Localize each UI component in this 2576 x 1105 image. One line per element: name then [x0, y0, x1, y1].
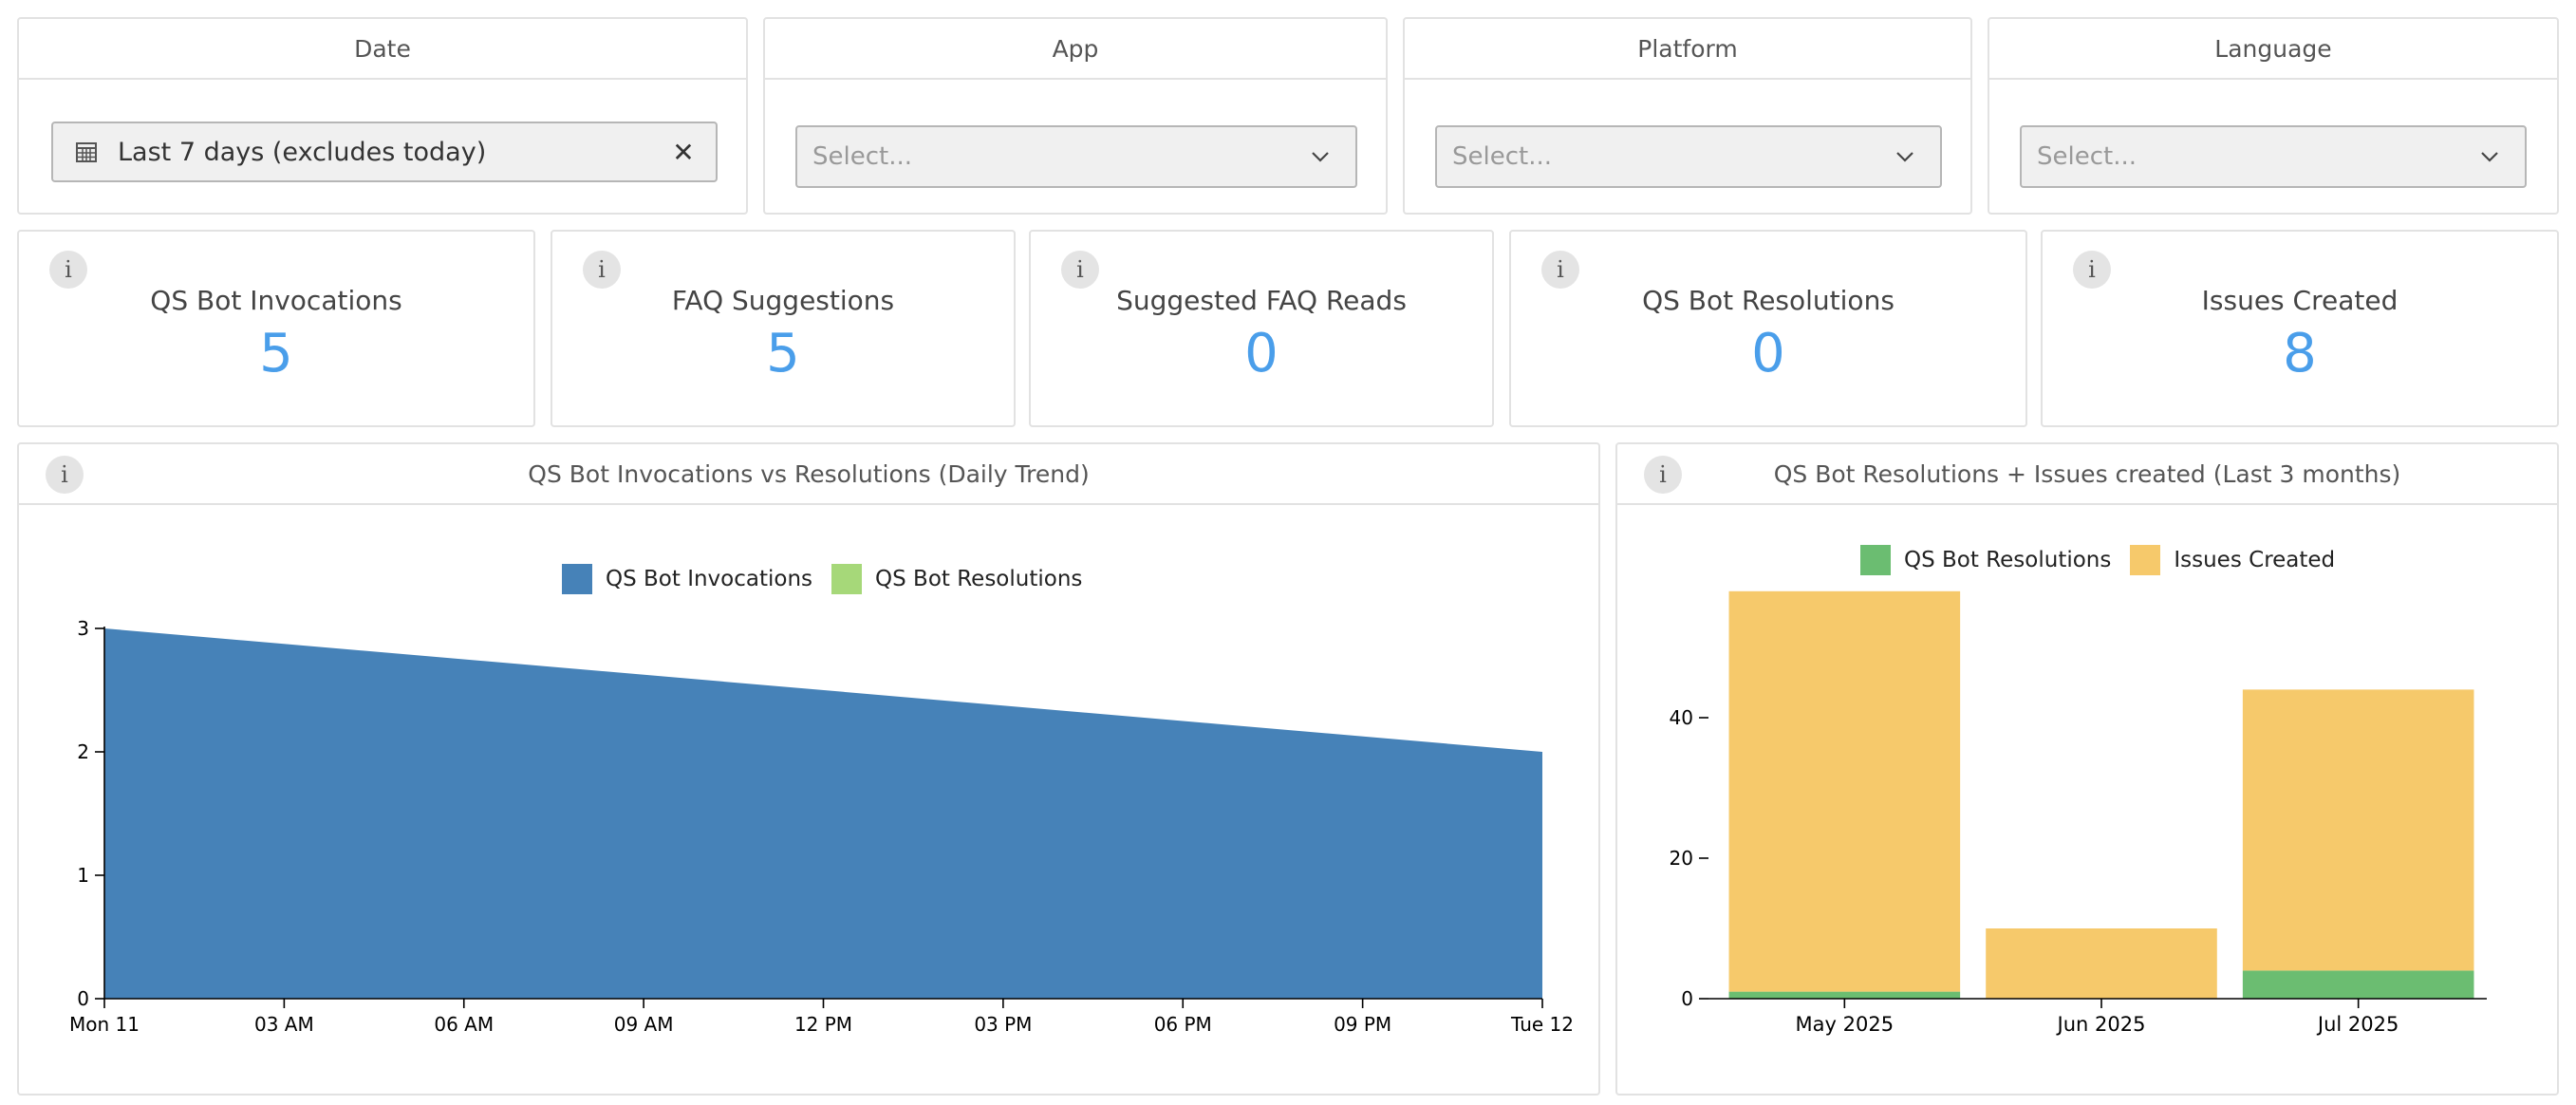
kpi-card-qs-bot-resolutions: i QS Bot Resolutions 0: [1509, 230, 2027, 427]
date-filter-panel: Date Last 7 days (excludes today) ✕: [17, 17, 748, 215]
info-icon[interactable]: i: [1644, 456, 1682, 494]
monthly-stacked-bar-chart: May 2025 Jun 2025 Jul 2025 0 20 40: [1670, 590, 2487, 1036]
legend-label: Issues Created: [2174, 548, 2336, 572]
info-icon[interactable]: i: [583, 251, 621, 289]
y-tick-label: 1: [77, 864, 89, 887]
platform-filter-panel: Platform Select...: [1403, 17, 1972, 215]
monthly-chart-panel: QS Bot Resolutions + Issues created (Las…: [1615, 442, 2559, 1096]
monthly-chart-title: QS Bot Resolutions + Issues created (Las…: [1617, 444, 2557, 505]
x-tick-label: May 2025: [1796, 1013, 1895, 1036]
bar-issues-created-2: [2242, 689, 2474, 971]
area-series-0: [104, 628, 1542, 999]
app-select[interactable]: Select...: [795, 125, 1357, 188]
date-range-picker[interactable]: Last 7 days (excludes today) ✕: [51, 122, 718, 182]
info-icon[interactable]: i: [1541, 251, 1579, 289]
x-tick-label: Jul 2025: [2316, 1013, 2399, 1036]
bar-issues-created-1: [1986, 928, 2217, 999]
y-tick-label: 0: [1681, 987, 1693, 1010]
kpi-value: 0: [1751, 323, 1785, 384]
platform-select-placeholder: Select...: [1452, 142, 1553, 171]
daily-trend-chart-panel: QS Bot Invocations vs Resolutions (Daily…: [17, 442, 1600, 1096]
calendar-icon: [72, 138, 101, 166]
legend-swatch-resolutions: [1860, 545, 1891, 575]
kpi-label: QS Bot Resolutions: [1642, 285, 1895, 316]
kpi-value: 8: [2283, 323, 2317, 384]
language-filter-panel: Language Select...: [1988, 17, 2559, 215]
monthly-legend: QS Bot Resolutions Issues Created: [1860, 545, 2354, 575]
language-select-placeholder: Select...: [2037, 142, 2137, 171]
x-tick-label: 09 PM: [1334, 1013, 1391, 1036]
kpi-card-qs-bot-invocations: i QS Bot Invocations 5: [17, 230, 535, 427]
y-tick-label: 0: [77, 987, 89, 1010]
x-tick-label: 12 PM: [794, 1013, 852, 1036]
chevron-down-icon: [2475, 142, 2504, 171]
kpi-label: Issues Created: [2201, 285, 2399, 316]
y-tick-label: 2: [77, 740, 89, 763]
legend-label: QS Bot Invocations: [606, 567, 813, 591]
legend-swatch-invocations: [562, 564, 592, 594]
date-range-value: Last 7 days (excludes today): [118, 137, 487, 167]
daily-trend-chart-title: QS Bot Invocations vs Resolutions (Daily…: [19, 444, 1598, 505]
y-tick-label: 20: [1670, 847, 1693, 870]
y-tick-label: 3: [77, 617, 89, 640]
bar-issues-created-0: [1728, 590, 1961, 992]
daily-trend-chart: 0 1 2 3 Mon 11 03 AM 06 AM 09 AM 12 PM 03 PM 06 PM…: [69, 617, 1574, 1036]
kpi-value: 5: [766, 323, 800, 384]
legend-item-invocations[interactable]: QS Bot Invocations: [562, 564, 812, 594]
language-select[interactable]: Select...: [2020, 125, 2527, 188]
chevron-down-icon: [1306, 142, 1335, 171]
x-tick-label: 06 AM: [434, 1013, 494, 1036]
language-filter-label: Language: [1989, 19, 2557, 80]
x-tick-label: 06 PM: [1154, 1013, 1212, 1036]
legend-item-resolutions[interactable]: QS Bot Resolutions: [1860, 545, 2111, 575]
info-icon[interactable]: i: [1061, 251, 1099, 289]
app-select-placeholder: Select...: [812, 142, 913, 171]
y-tick-label: 40: [1670, 706, 1693, 729]
legend-label: QS Bot Resolutions: [875, 567, 1083, 591]
kpi-label: FAQ Suggestions: [671, 285, 895, 316]
legend-item-resolutions[interactable]: QS Bot Resolutions: [831, 564, 1082, 594]
kpi-card-issues-created: i Issues Created 8: [2041, 230, 2559, 427]
kpi-label: QS Bot Invocations: [150, 285, 402, 316]
x-tick-label: 09 AM: [614, 1013, 674, 1036]
bar-qs-bot-resolutions-0: [1728, 991, 1961, 999]
kpi-card-faq-suggestions: i FAQ Suggestions 5: [551, 230, 1016, 427]
clear-date-icon[interactable]: ✕: [672, 136, 695, 168]
x-tick-label: 03 AM: [254, 1013, 314, 1036]
daily-trend-legend: QS Bot Invocations QS Bot Resolutions: [562, 564, 1101, 594]
info-icon[interactable]: i: [2073, 251, 2111, 289]
legend-label: QS Bot Resolutions: [1904, 548, 2112, 572]
kpi-value: 5: [259, 323, 293, 384]
legend-swatch-resolutions: [831, 564, 863, 594]
chevron-down-icon: [1891, 142, 1919, 171]
platform-select[interactable]: Select...: [1435, 125, 1942, 188]
x-tick-label: Tue 12: [1510, 1013, 1574, 1036]
platform-filter-label: Platform: [1405, 19, 1970, 80]
legend-item-issues[interactable]: Issues Created: [2130, 545, 2335, 575]
bar-qs-bot-resolutions-2: [2242, 970, 2474, 999]
info-icon[interactable]: i: [49, 251, 87, 289]
legend-swatch-issues: [2130, 545, 2161, 575]
x-tick-label: Mon 11: [69, 1013, 140, 1036]
app-filter-label: App: [765, 19, 1386, 80]
kpi-label: Suggested FAQ Reads: [1116, 285, 1407, 316]
x-tick-label: 03 PM: [974, 1013, 1032, 1036]
app-filter-panel: App Select...: [763, 17, 1388, 215]
kpi-value: 0: [1244, 323, 1279, 384]
date-filter-label: Date: [19, 19, 746, 80]
x-tick-label: Jun 2025: [2056, 1013, 2146, 1036]
info-icon[interactable]: i: [46, 456, 84, 494]
kpi-card-suggested-faq-reads: i Suggested FAQ Reads 0: [1029, 230, 1494, 427]
